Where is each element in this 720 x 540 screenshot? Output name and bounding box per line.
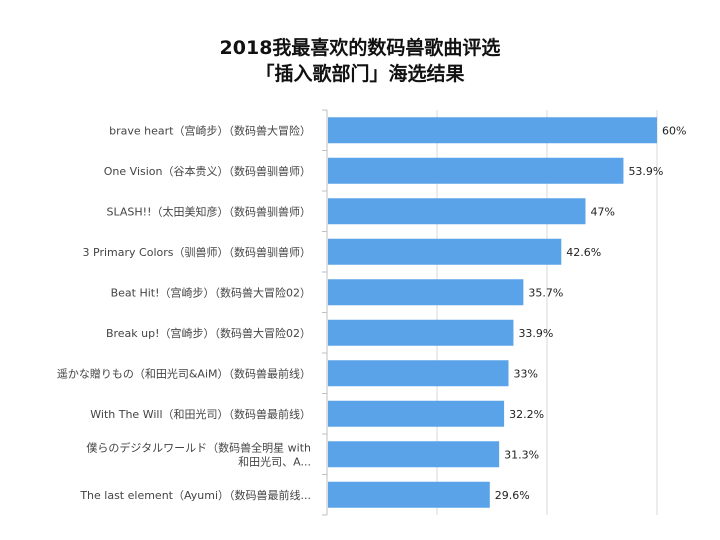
bar xyxy=(328,360,509,387)
data-label: 53.9% xyxy=(628,165,663,178)
data-label: 42.6% xyxy=(566,246,601,259)
category-label: Break up!（宫崎步）（数码兽大冒险02） xyxy=(106,326,311,340)
category-label: Beat Hit!（宫崎步）（数码兽大冒险02） xyxy=(111,285,311,299)
category-label: One Vision（谷本贵义）（数码兽驯兽师） xyxy=(104,164,311,178)
data-label: 33% xyxy=(514,367,538,380)
data-label: 32.2% xyxy=(509,408,544,421)
category-label: The last element（Ayumi）（数码兽最前线... xyxy=(79,488,311,502)
category-label: SLASH!!（太田美知彦）（数码兽驯兽师） xyxy=(107,204,311,218)
category-label: brave heart（宫崎步）（数码兽大冒险） xyxy=(109,123,311,137)
bar xyxy=(328,117,657,144)
category-label: 僕らのデジタルワールド（数码兽全明星 with 和田光司、A... xyxy=(86,440,311,468)
data-label: 47% xyxy=(591,205,615,218)
bar xyxy=(328,441,500,468)
data-label: 31.3% xyxy=(504,448,539,461)
bar xyxy=(328,400,505,427)
chart-title: 2018我最喜欢的数码兽歌曲评选 xyxy=(219,37,501,59)
data-label: 60% xyxy=(662,124,686,137)
data-label: 35.7% xyxy=(528,286,563,299)
bar xyxy=(328,319,514,346)
category-label: With The Will（和田光司）（数码兽最前线） xyxy=(90,407,311,421)
bar xyxy=(328,198,586,225)
data-label: 29.6% xyxy=(495,489,530,502)
category-label: 遥かな贈りもの（和田光司&AiM）（数码兽最前线） xyxy=(57,366,311,380)
chart-subtitle: 「插入歌部门」海选结果 xyxy=(255,63,465,85)
data-label: 33.9% xyxy=(518,327,553,340)
bar xyxy=(328,279,524,306)
bar xyxy=(328,157,624,184)
category-label: 3 Primary Colors（驯兽师）（数码兽驯兽师） xyxy=(83,245,311,259)
bar xyxy=(328,481,490,508)
bar xyxy=(328,238,562,265)
